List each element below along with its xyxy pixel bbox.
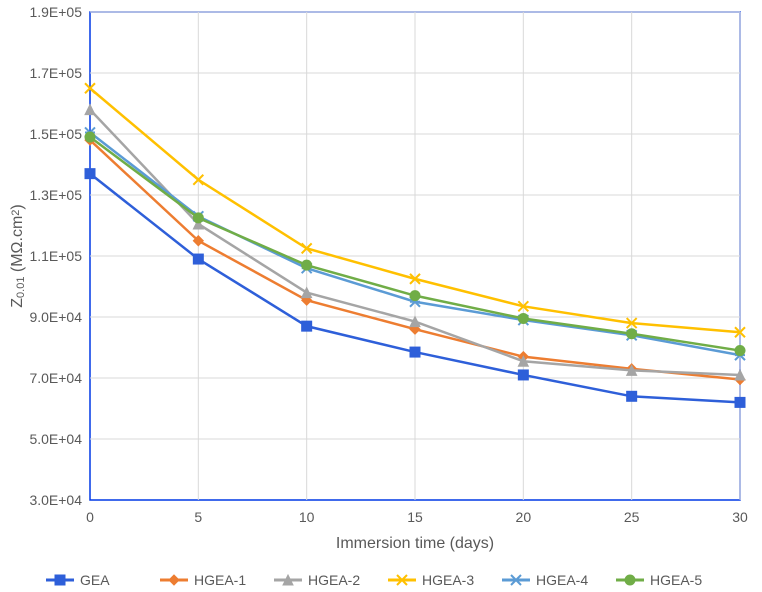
y-tick-label: 5.0E+04 bbox=[29, 431, 82, 447]
marker bbox=[735, 397, 745, 407]
y-tick-label: 1.9E+05 bbox=[29, 4, 82, 20]
x-axis-label: Immersion time (days) bbox=[336, 535, 494, 552]
y-tick-label: 1.7E+05 bbox=[29, 65, 82, 81]
marker bbox=[55, 575, 65, 585]
marker bbox=[85, 169, 95, 179]
marker bbox=[85, 105, 95, 115]
legend-label: HGEA-2 bbox=[308, 572, 360, 588]
marker bbox=[518, 370, 528, 380]
marker bbox=[302, 321, 312, 331]
y-tick-label: 1.3E+05 bbox=[29, 187, 82, 203]
marker bbox=[625, 575, 635, 585]
marker bbox=[85, 132, 95, 142]
legend-label: HGEA-4 bbox=[536, 572, 588, 588]
y-tick-label: 1.1E+05 bbox=[29, 248, 82, 264]
marker bbox=[410, 347, 420, 357]
marker bbox=[735, 346, 745, 356]
x-tick-label: 25 bbox=[624, 509, 640, 525]
legend-label: GEA bbox=[80, 572, 110, 588]
marker bbox=[627, 391, 637, 401]
x-tick-label: 10 bbox=[299, 509, 315, 525]
legend-label: HGEA-1 bbox=[194, 572, 246, 588]
x-tick-label: 0 bbox=[86, 509, 94, 525]
line-chart: 3.0E+04 5.0E+04 7.0E+04 9.0E+04 1.1E+05 1.3E+… bbox=[0, 0, 762, 592]
chart-container: 3.0E+04 5.0E+04 7.0E+04 9.0E+04 1.1E+05 1.3E+… bbox=[0, 0, 762, 592]
y-tick-label: 1.5E+05 bbox=[29, 126, 82, 142]
y-tick-label: 7.0E+04 bbox=[29, 370, 82, 386]
marker bbox=[302, 260, 312, 270]
marker bbox=[410, 291, 420, 301]
x-tick-label: 30 bbox=[732, 509, 748, 525]
y-tick-label: 9.0E+04 bbox=[29, 309, 82, 325]
x-tick-label: 20 bbox=[516, 509, 532, 525]
legend-label: HGEA-5 bbox=[650, 572, 702, 588]
marker bbox=[193, 254, 203, 264]
marker bbox=[169, 575, 179, 585]
marker bbox=[193, 213, 203, 223]
marker bbox=[518, 314, 528, 324]
legend-label: HGEA-3 bbox=[422, 572, 474, 588]
y-tick-label: 3.0E+04 bbox=[29, 492, 82, 508]
x-tick-label: 15 bbox=[407, 509, 423, 525]
marker bbox=[627, 329, 637, 339]
x-tick-label: 5 bbox=[194, 509, 202, 525]
y-axis-label: Z0.01 (MΩ.cm2) bbox=[9, 204, 27, 308]
